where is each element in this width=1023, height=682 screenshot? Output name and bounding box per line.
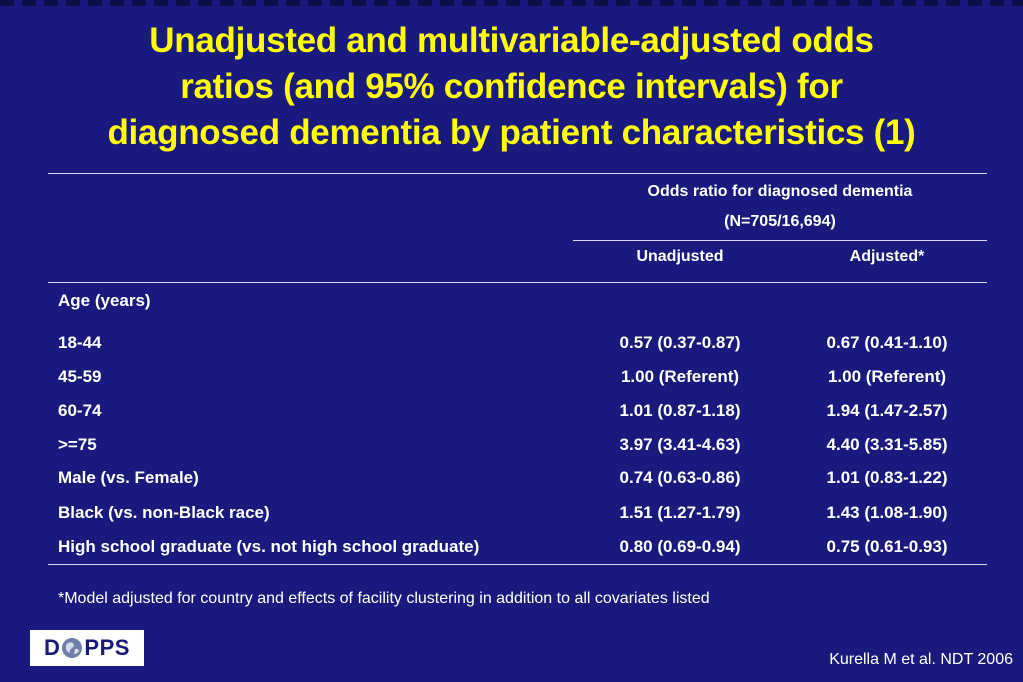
unadjusted-value: 0.80 (0.69-0.94) (619, 537, 741, 556)
adjusted-value: 1.94 (1.47-2.57) (826, 401, 948, 420)
decorative-top-strip (0, 0, 1023, 6)
unadjusted-value: 3.97 (3.41-4.63) (619, 435, 741, 454)
header-bottom-rule (48, 282, 987, 283)
section-label-age: Age (years) (58, 291, 151, 310)
unadjusted-value: 0.74 (0.63-0.86) (619, 468, 741, 487)
logo-text-left: D (44, 635, 61, 660)
adjusted-value: 0.75 (0.61-0.93) (826, 537, 948, 556)
logo-text: D PPS (44, 635, 130, 661)
row-label: 45-59 (58, 367, 102, 386)
footnote: *Model adjusted for country and effects … (58, 590, 710, 607)
unadjusted-value: 1.51 (1.27-1.79) (619, 503, 741, 522)
adjusted-value: 4.40 (3.31-5.85) (826, 435, 948, 454)
unadjusted-value: 1.01 (0.87-1.18) (619, 401, 741, 420)
unadjusted-value: 0.57 (0.37-0.87) (619, 333, 741, 352)
row-label: 60-74 (58, 401, 102, 420)
row-label: Black (vs. non-Black race) (58, 503, 270, 522)
column-header-adjusted: Adjusted* (849, 248, 925, 265)
row-label: 18-44 (58, 333, 102, 352)
citation: Kurella M et al. NDT 2006 (829, 651, 1013, 668)
unadjusted-value: 1.00 (Referent) (620, 367, 740, 386)
group-subheader: (N=705/16,694) (724, 213, 836, 230)
title-line-2: ratios (and 95% confidence intervals) fo… (180, 67, 843, 106)
globe-icon (62, 638, 83, 658)
slide-title: Unadjusted and multivariable-adjusted od… (0, 18, 1023, 156)
title-line-1: Unadjusted and multivariable-adjusted od… (149, 21, 874, 60)
group-header: Odds ratio for diagnosed dementia (647, 183, 913, 200)
adjusted-value: 1.00 (Referent) (827, 367, 947, 386)
logo-text-right: PPS (84, 635, 130, 660)
title-line-3: diagnosed dementia by patient characteri… (107, 113, 916, 152)
row-label: Male (vs. Female) (58, 468, 199, 487)
group-header-rule (573, 240, 987, 241)
row-label: >=75 (58, 435, 97, 454)
dopps-logo: D PPS (30, 630, 144, 666)
table-top-rule (48, 173, 987, 174)
adjusted-value: 1.43 (1.08-1.90) (826, 503, 948, 522)
column-header-unadjusted: Unadjusted (636, 248, 724, 265)
row-label: High school graduate (vs. not high schoo… (58, 537, 480, 556)
adjusted-value: 0.67 (0.41-1.10) (826, 333, 948, 352)
table-bottom-rule (48, 564, 987, 565)
adjusted-value: 1.01 (0.83-1.22) (826, 468, 948, 487)
